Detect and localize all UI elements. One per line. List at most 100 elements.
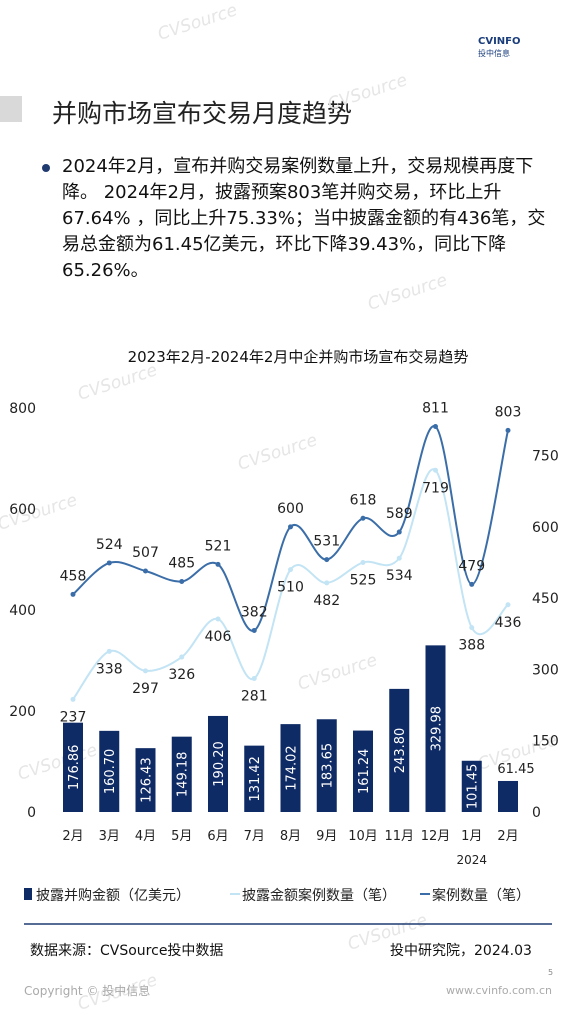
bar <box>389 688 410 812</box>
x-tick-label: 12月 <box>421 829 451 844</box>
bar-label: 61.45 <box>497 762 534 777</box>
x-tick-label: 1月 <box>461 829 482 844</box>
line-point <box>215 616 221 622</box>
watermark: CVSource <box>365 270 449 314</box>
x-tick-label: 3月 <box>99 829 120 844</box>
bar <box>316 719 337 812</box>
line-point <box>505 602 511 608</box>
y2-tick-label: 600 <box>532 520 559 536</box>
x-tick-label: 9月 <box>316 829 337 844</box>
line-point <box>433 467 438 473</box>
line-label: 524 <box>96 537 123 553</box>
line-label: 525 <box>350 572 377 588</box>
line-point <box>106 560 112 566</box>
bar <box>135 748 156 812</box>
legend-label: 案例数量（笔） <box>432 887 530 904</box>
line-point <box>106 648 112 654</box>
bar-label: 101.45 <box>466 764 481 810</box>
legend-swatch <box>24 888 32 900</box>
y-tick-label: 400 <box>9 603 36 619</box>
x-tick-label: 6月 <box>207 829 228 844</box>
line-label: 803 <box>495 404 522 420</box>
chart-title: 2023年2月-2024年2月中企并购市场宣布交易趋势 <box>128 348 469 366</box>
line-label: 521 <box>205 538 232 554</box>
line-point <box>288 567 293 573</box>
bar-label: 126.43 <box>140 757 155 803</box>
website: www.cvinfo.com.cn <box>446 984 552 997</box>
line-point <box>433 424 438 430</box>
legend-label: 披露并购金额（亿美元） <box>36 888 190 904</box>
bar-label: 243.80 <box>393 728 408 774</box>
bar <box>208 715 228 812</box>
bar-label: 149.18 <box>176 752 191 798</box>
line-label: 531 <box>313 534 340 550</box>
line-label: 338 <box>96 661 123 677</box>
line-label: 510 <box>277 580 304 596</box>
bar <box>280 724 301 812</box>
x-tick-label: 10月 <box>348 829 378 844</box>
line-point <box>324 580 330 586</box>
bar <box>171 736 192 812</box>
x-tick-label: 2月 <box>62 829 83 844</box>
y2-tick-label: 0 <box>532 805 541 821</box>
y2-tick-label: 750 <box>532 449 559 465</box>
y2-tick-label: 300 <box>532 662 559 678</box>
line-label: 237 <box>60 709 87 725</box>
line-label: 507 <box>132 545 159 561</box>
line-point <box>251 627 257 633</box>
legend-label: 披露金额案例数量（笔） <box>242 887 396 904</box>
line-point <box>215 561 221 567</box>
line-point <box>179 578 185 584</box>
line-label: 388 <box>458 638 485 654</box>
watermark: CVSource <box>75 360 159 404</box>
bar-label: 131.42 <box>248 756 263 802</box>
line-label: 589 <box>386 506 413 522</box>
bar-label: 183.65 <box>321 743 336 789</box>
line-point <box>179 654 185 660</box>
x-tick-label: 2月 <box>497 829 518 844</box>
line-label: 326 <box>168 667 195 683</box>
y2-tick-label: 150 <box>532 734 559 750</box>
x-tick-label: 5月 <box>171 829 192 844</box>
source: 数据来源：CVSource投中数据 <box>30 943 224 959</box>
bar-label: 190.20 <box>212 741 227 787</box>
watermark: CVSource <box>155 0 239 44</box>
y-tick-label: 800 <box>9 401 36 417</box>
line-point <box>360 559 366 565</box>
bar-label: 176.86 <box>67 745 82 791</box>
org-date: 投中研究院，2024.03 <box>390 943 532 959</box>
y-tick-label: 600 <box>9 502 36 518</box>
line-point <box>505 427 511 433</box>
slide-title: 并购市场宣布交易月度趋势 <box>52 99 353 128</box>
page-number: 5 <box>548 968 554 977</box>
bar <box>461 760 482 812</box>
x-group-label: 2024 <box>456 853 487 867</box>
bar <box>425 645 446 812</box>
logo-text: CVINFO <box>478 36 521 47</box>
line <box>72 468 509 700</box>
line <box>72 425 509 632</box>
y-tick-label: 200 <box>9 704 36 720</box>
watermark: CVSource <box>15 740 99 784</box>
line-label: 479 <box>458 558 485 574</box>
line-label: 482 <box>313 593 340 609</box>
line-label: 406 <box>205 629 232 645</box>
line-label: 600 <box>277 501 304 517</box>
bar-label: 160.70 <box>103 749 118 795</box>
line-point <box>70 591 76 597</box>
line-label: 458 <box>60 568 87 584</box>
x-tick-label: 8月 <box>280 829 301 844</box>
bar <box>244 745 265 812</box>
bar <box>99 730 120 812</box>
y2-tick-label: 450 <box>532 591 559 607</box>
line-point <box>143 668 148 674</box>
line-label: 281 <box>241 688 268 704</box>
y-tick-label: 0 <box>27 805 36 821</box>
bar <box>498 780 518 812</box>
line-label: 719 <box>422 480 449 496</box>
title-marker <box>0 96 22 122</box>
x-tick-label: 4月 <box>135 829 156 844</box>
bar-label: 161.24 <box>357 749 372 795</box>
